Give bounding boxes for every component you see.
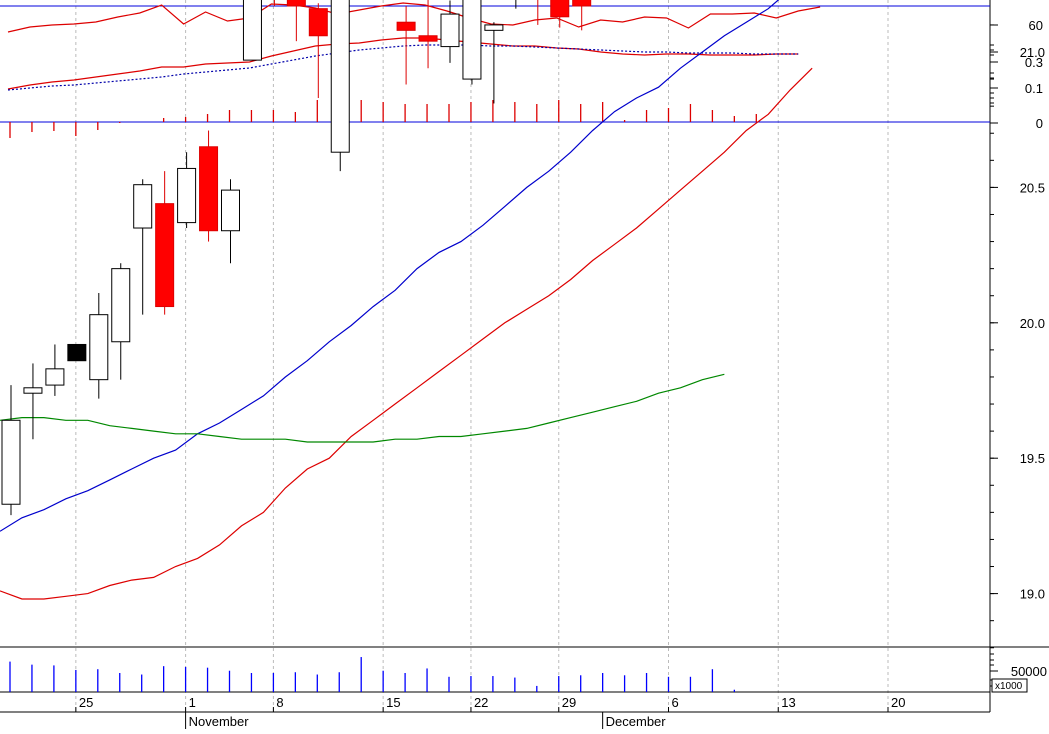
month-label: December	[606, 714, 667, 729]
price-tick-label: 20.0	[1020, 316, 1045, 331]
candle	[67, 343, 87, 362]
volume-tick-label: 50000	[1011, 664, 1047, 679]
candle-body	[484, 24, 504, 31]
candle-body	[45, 368, 65, 386]
candle	[286, 0, 306, 42]
date-tick-label: 22	[474, 695, 488, 710]
date-tick-label: 8	[276, 695, 283, 710]
date-tick-label: 25	[79, 695, 93, 710]
candle-body	[111, 268, 131, 343]
overlay-line	[0, 67, 813, 600]
volume-multiplier-box	[991, 678, 1028, 693]
candle-body	[396, 21, 416, 31]
candle-body	[308, 8, 328, 37]
candle-body	[1, 419, 21, 505]
candle	[550, 0, 570, 28]
candle	[111, 263, 131, 380]
candle-body	[199, 146, 219, 232]
candle-body	[440, 13, 460, 48]
candle-body	[418, 35, 438, 42]
date-tick-label: 20	[891, 695, 905, 710]
candle	[155, 171, 175, 315]
candle-body	[286, 0, 306, 7]
candle	[177, 152, 197, 229]
candle	[418, 0, 438, 69]
candle	[242, 0, 262, 61]
signal-line	[7, 44, 799, 91]
price-tick-label: 19.5	[1020, 451, 1045, 466]
oscillator-line	[7, 2, 821, 33]
overlay-line	[0, 0, 780, 532]
overlay-line	[0, 373, 725, 443]
candle	[23, 363, 43, 440]
candle-body	[155, 203, 175, 308]
candle	[572, 0, 592, 31]
indicator-tick-label: 0	[1036, 116, 1043, 131]
candle-body	[221, 189, 240, 232]
price-tick-label: 19.0	[1020, 587, 1045, 602]
candle	[133, 179, 153, 315]
indicator-tick-label: 60	[1029, 18, 1043, 33]
candle	[484, 22, 504, 104]
candle	[330, 0, 350, 172]
candle	[537, 0, 539, 25]
candle	[396, 5, 416, 85]
candle-body	[67, 343, 87, 362]
candle-body	[89, 314, 109, 381]
candle-body	[177, 167, 197, 224]
candle	[199, 130, 219, 242]
indicator-tick-label: 0.3	[1025, 55, 1043, 70]
candle-body	[462, 0, 482, 80]
candle	[221, 179, 240, 264]
candle	[308, 3, 328, 99]
candle-body	[330, 0, 350, 153]
candle-body	[550, 0, 570, 18]
candle-body	[242, 0, 262, 61]
date-tick-label: 6	[672, 695, 679, 710]
candle	[1, 385, 21, 516]
date-tick-label: 13	[781, 695, 795, 710]
indicator-tick-label: 0.1	[1025, 81, 1043, 96]
date-tick-label: 1	[189, 695, 196, 710]
indicator-line	[7, 37, 799, 90]
date-tick-label: 15	[386, 695, 400, 710]
candle	[462, 0, 482, 85]
candle-body	[23, 387, 43, 394]
candle	[440, 0, 460, 63]
candle-body	[572, 0, 592, 7]
volume-multiplier-label: x1000	[995, 681, 1023, 692]
candle	[45, 344, 65, 396]
month-label: November	[189, 714, 250, 729]
date-tick-label: 29	[562, 695, 576, 710]
candle-body	[133, 184, 153, 229]
candle	[89, 293, 109, 399]
price-tick-label: 20.5	[1020, 180, 1045, 195]
price-tick-label: 21.0	[1020, 45, 1045, 60]
